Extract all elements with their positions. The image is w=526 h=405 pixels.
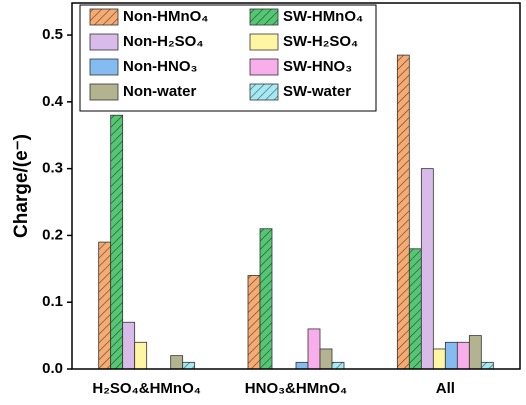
legend-swatch: [249, 83, 279, 101]
bar: [134, 341, 148, 370]
bar: [247, 275, 261, 370]
bar: [307, 328, 321, 370]
legend-label: Non-HMnO₄: [123, 8, 208, 25]
bar: [331, 361, 345, 370]
legend-swatch: [89, 8, 119, 26]
legend-swatch: [249, 33, 279, 51]
bar: [259, 228, 273, 370]
bar: [444, 341, 458, 370]
bar: [420, 168, 434, 370]
legend-swatch: [89, 33, 119, 51]
legend-label: SW-HMnO₄: [283, 8, 363, 25]
legend-swatch: [89, 83, 119, 101]
legend-label: SW-water: [283, 83, 351, 100]
bar: [396, 54, 410, 370]
legend-label: Non-H₂SO₄: [123, 33, 203, 50]
bar: [456, 341, 470, 370]
legend-label: Non-HNO₃: [123, 58, 197, 75]
legend-swatch: [249, 58, 279, 76]
bar: [480, 361, 494, 370]
y-tick-label: 0.0: [42, 360, 63, 377]
legend-label: SW-H₂SO₄: [283, 33, 358, 50]
x-tick-label: All: [436, 380, 455, 397]
y-tick-label: 0.1: [42, 293, 63, 310]
legend-swatch: [249, 8, 279, 26]
y-tick-label: 0.2: [42, 226, 63, 243]
y-axis-label: Charge/(e⁻): [11, 134, 32, 238]
legend-label: SW-HNO₃: [283, 58, 352, 75]
bar: [468, 335, 482, 370]
bar: [98, 241, 112, 370]
bar: [182, 361, 196, 370]
plot-frame: [71, 2, 521, 370]
bar: [319, 348, 333, 370]
bar: [170, 355, 184, 370]
y-tick-label: 0.5: [42, 26, 63, 43]
bar: [295, 361, 309, 370]
legend-swatch: [89, 58, 119, 76]
y-tick-label: 0.3: [42, 160, 63, 177]
x-tick-label: H₂SO₄&HMnO₄: [92, 380, 200, 397]
legend-label: Non-water: [123, 83, 197, 100]
bar: [432, 348, 446, 370]
x-tick-label: HNO₃&HMnO₄: [245, 380, 347, 397]
bar: [408, 248, 422, 370]
bar: [122, 321, 136, 370]
bar: [110, 114, 124, 370]
y-tick-label: 0.4: [42, 93, 64, 110]
legend-box: [79, 4, 377, 112]
